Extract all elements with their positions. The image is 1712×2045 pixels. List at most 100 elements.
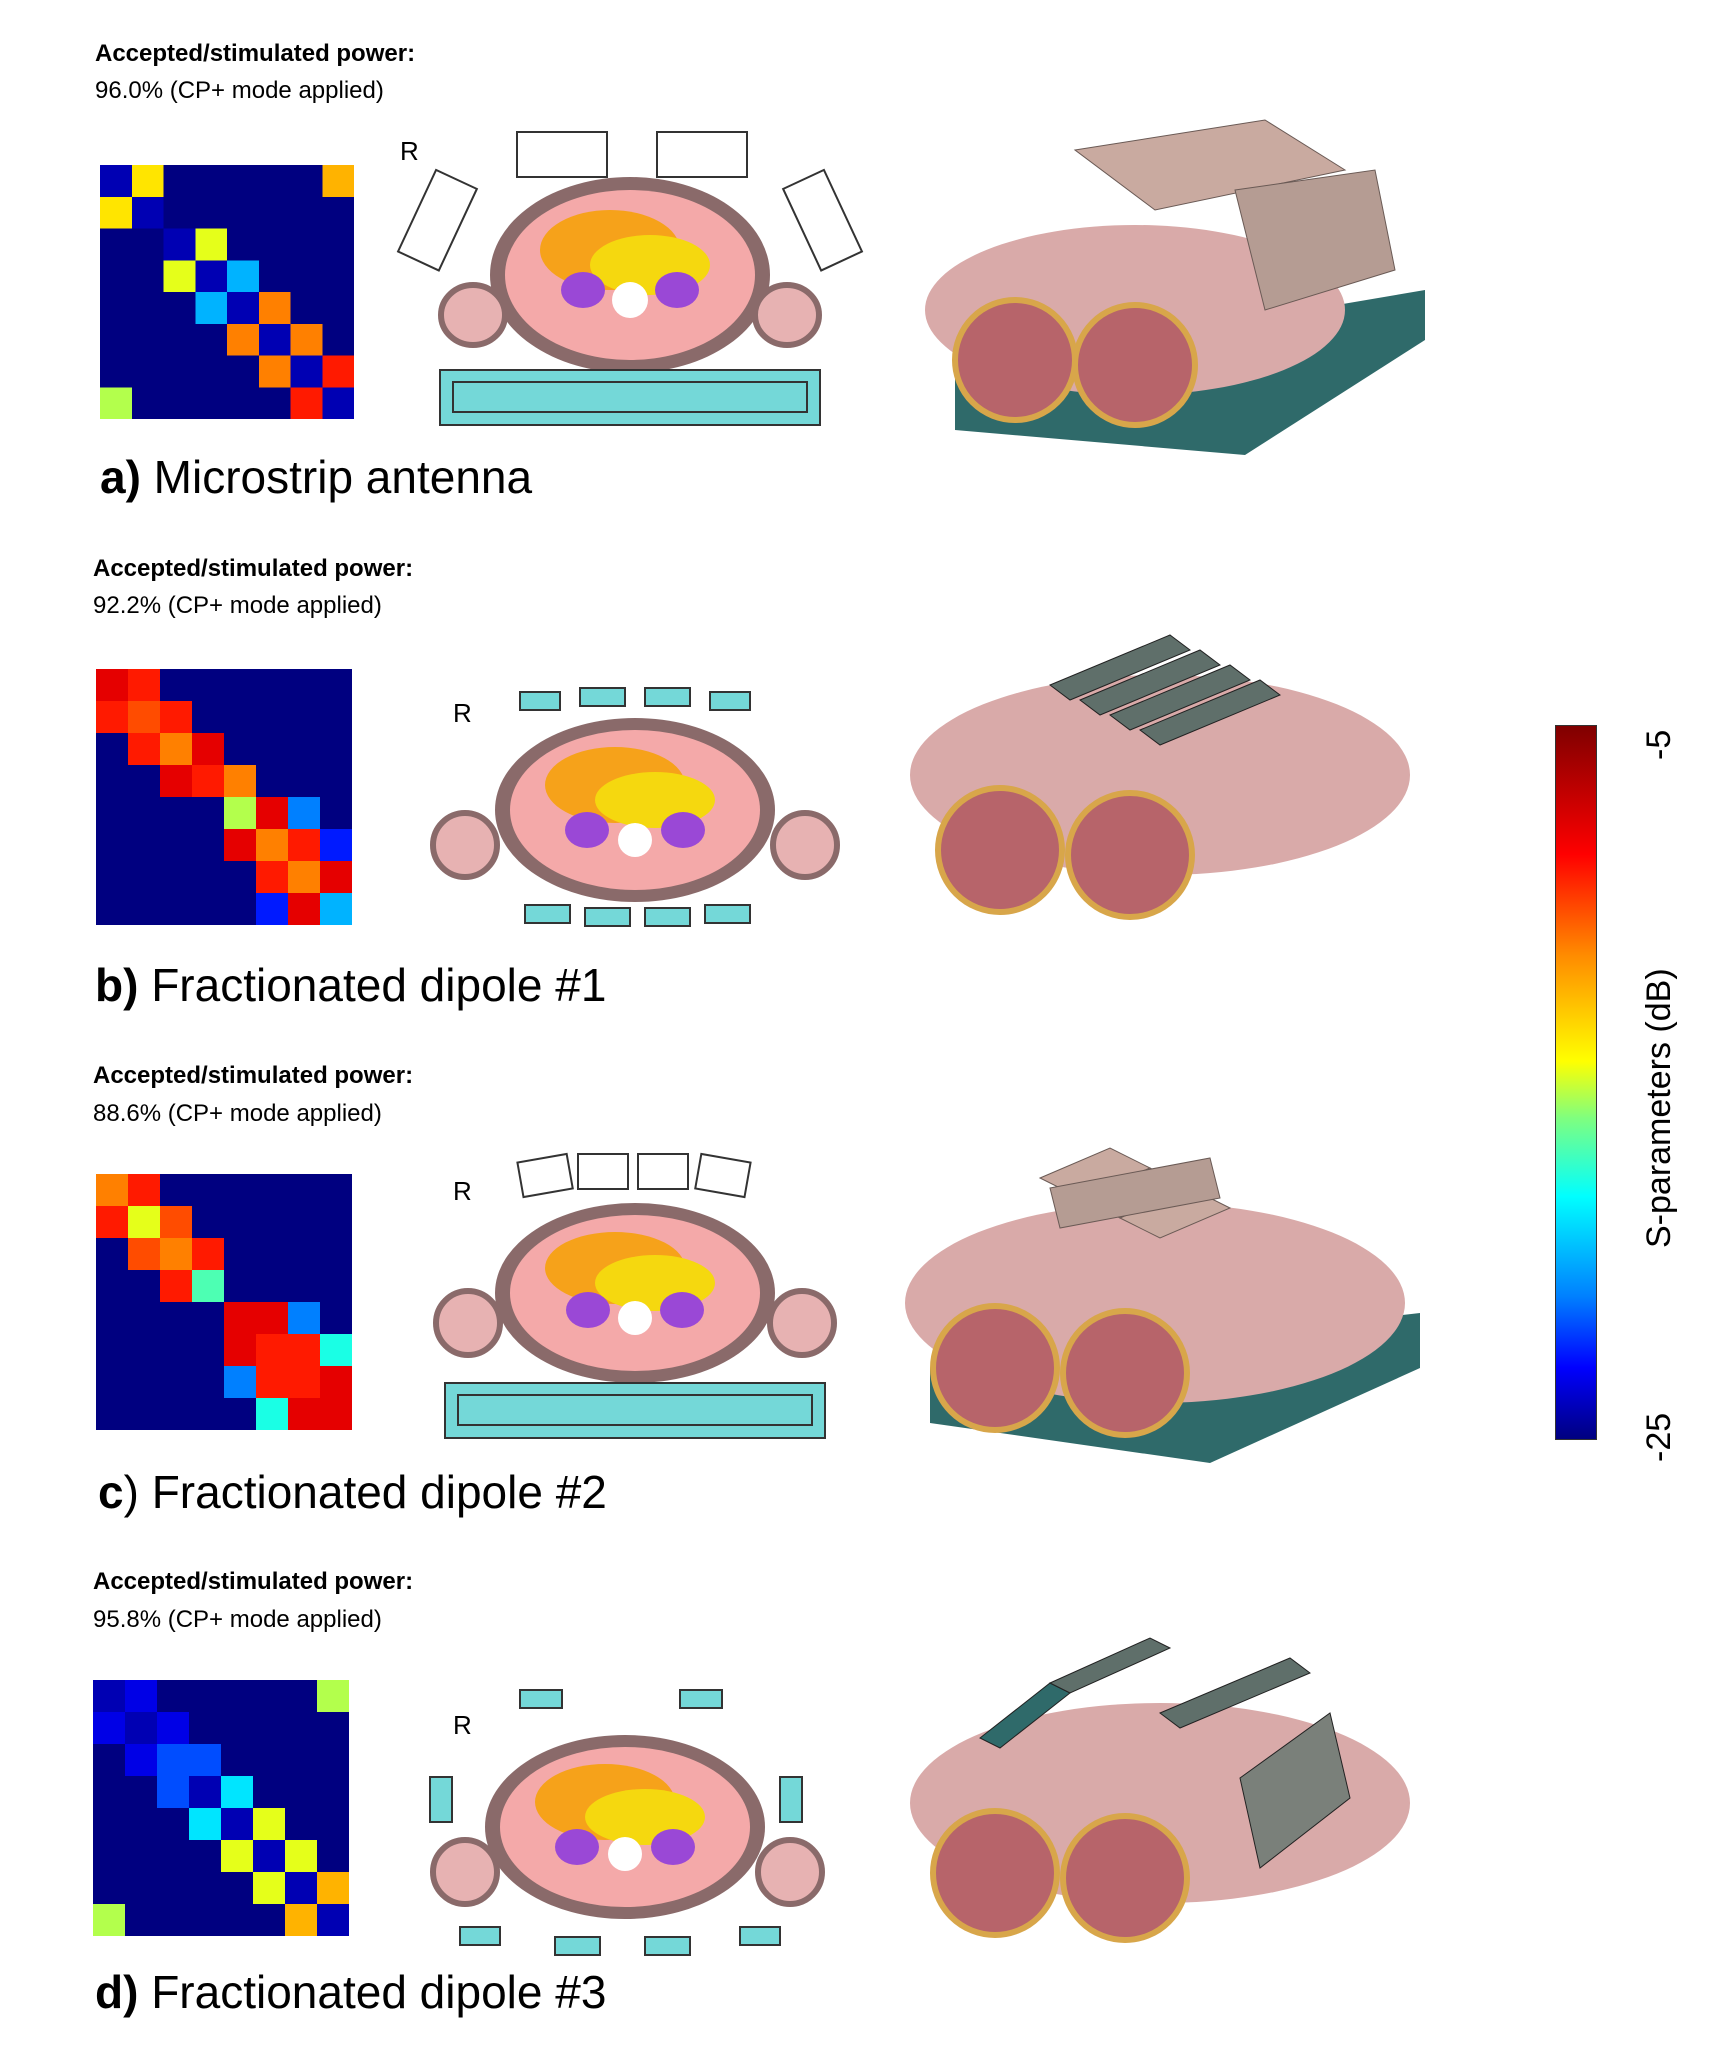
- colorbar: [1555, 725, 1597, 1440]
- matrix-cell: [256, 733, 289, 766]
- matrix-cell: [322, 292, 354, 325]
- matrix-cell: [96, 797, 129, 830]
- matrix-cell: [100, 355, 133, 388]
- kidney-left: [555, 1829, 599, 1865]
- matrix-cell: [163, 387, 196, 419]
- panel-letter: b): [95, 959, 139, 1011]
- matrix-cell: [317, 1840, 349, 1873]
- matrix-cell: [288, 893, 321, 925]
- matrix-cell: [189, 1776, 222, 1809]
- matrix-cell: [221, 1744, 254, 1777]
- antenna-posterior-inner: [452, 381, 808, 413]
- dipole-element: [519, 1689, 563, 1709]
- antenna-block: [1234, 169, 1396, 311]
- matrix-cell: [224, 893, 257, 925]
- matrix-cell: [322, 323, 354, 356]
- matrix-cell: [192, 797, 225, 830]
- matrix-cell: [96, 1206, 129, 1239]
- matrix-cell: [221, 1904, 254, 1936]
- orientation-label: R: [453, 698, 472, 728]
- matrix-cell: [128, 733, 161, 766]
- matrix-cell: [192, 733, 225, 766]
- matrix-cell: [96, 765, 129, 798]
- matrix-cell: [131, 196, 164, 229]
- matrix-cell: [320, 669, 352, 702]
- cross-section-dipole-2: R: [433, 1152, 837, 1439]
- matrix-cell: [192, 1334, 225, 1367]
- matrix-cell: [322, 228, 354, 261]
- matrix-cell: [96, 1366, 129, 1399]
- matrix-cell: [163, 196, 196, 229]
- matrix-cell: [131, 292, 164, 325]
- matrix-cell: [93, 1712, 126, 1745]
- matrix-cell: [224, 1302, 257, 1335]
- dipole-strip: [1048, 1637, 1172, 1694]
- matrix-cell: [322, 260, 354, 293]
- panel-letter: a): [100, 451, 141, 503]
- matrix-cell: [128, 861, 161, 894]
- matrix-cell: [128, 669, 161, 702]
- matrix-cell: [258, 196, 291, 229]
- matrix-cell: [256, 765, 289, 798]
- matrix-cell: [96, 1270, 129, 1303]
- matrix-cell: [157, 1680, 190, 1713]
- matrix-cell: [285, 1744, 318, 1777]
- matrix-cell: [96, 1174, 129, 1207]
- panel-d: Accepted/stimulated power: 95.8% (CP+ mo…: [0, 0, 1520, 2018]
- dipole-element: [644, 687, 691, 707]
- arm-left: [438, 282, 508, 348]
- leg-section-right: [1060, 1308, 1190, 1438]
- dipole-element: [429, 1776, 453, 1823]
- matrix-cell: [125, 1872, 158, 1905]
- matrix-cell: [253, 1712, 286, 1745]
- matrix-cell: [128, 1302, 161, 1335]
- matrix-cell: [224, 701, 257, 734]
- matrix-cell: [131, 355, 164, 388]
- power-value: 88.6% (CP+ mode applied): [93, 1100, 382, 1127]
- matrix-cell: [192, 1238, 225, 1271]
- matrix-cell: [253, 1680, 286, 1713]
- matrix-cell: [224, 1334, 257, 1367]
- leg-section-right: [1060, 1813, 1190, 1943]
- matrix-cell: [125, 1808, 158, 1841]
- matrix-cell: [320, 797, 352, 830]
- leg-section-right: [1072, 302, 1198, 428]
- matrix-cell: [157, 1776, 190, 1809]
- leg-section-right: [1065, 790, 1195, 920]
- dipole-element: [644, 1936, 691, 1956]
- matrix-cell: [288, 765, 321, 798]
- matrix-cell: [288, 1270, 321, 1303]
- matrix-cell: [100, 323, 133, 356]
- matrix-cell: [160, 829, 193, 862]
- dipole-element: [644, 907, 691, 927]
- matrix-cell: [258, 323, 291, 356]
- matrix-cell: [253, 1904, 286, 1936]
- matrix-cell: [288, 861, 321, 894]
- panel-title: ) Fractionated dipole #2: [123, 1466, 607, 1518]
- matrix-cell: [288, 1302, 321, 1335]
- matrix-cell: [125, 1680, 158, 1713]
- matrix-cell: [253, 1776, 286, 1809]
- matrix-cell: [317, 1872, 349, 1905]
- power-title: Accepted/stimulated power:: [95, 40, 416, 67]
- matrix-cell: [322, 387, 354, 419]
- leg-section-left: [930, 1808, 1060, 1938]
- matrix-cell: [221, 1840, 254, 1873]
- matrix-cell: [125, 1744, 158, 1777]
- matrix-cell: [157, 1744, 190, 1777]
- matrix-cell: [189, 1808, 222, 1841]
- panel-title: Fractionated dipole #1: [138, 959, 607, 1011]
- matrix-cell: [192, 1206, 225, 1239]
- matrix-cell: [128, 1270, 161, 1303]
- matrix-cell: [256, 1334, 289, 1367]
- matrix-cell: [128, 829, 161, 862]
- orientation-label: R: [400, 136, 419, 166]
- spine: [608, 1837, 642, 1871]
- antenna-block: [1049, 1157, 1221, 1229]
- antenna-element: [396, 168, 479, 272]
- power-value: 95.8% (CP+ mode applied): [93, 1606, 382, 1633]
- colorbar-max-label: -5: [1640, 729, 1678, 760]
- matrix-cell: [253, 1744, 286, 1777]
- panel-caption: b) Fractionated dipole #1: [95, 958, 606, 1012]
- matrix-cell: [128, 1174, 161, 1207]
